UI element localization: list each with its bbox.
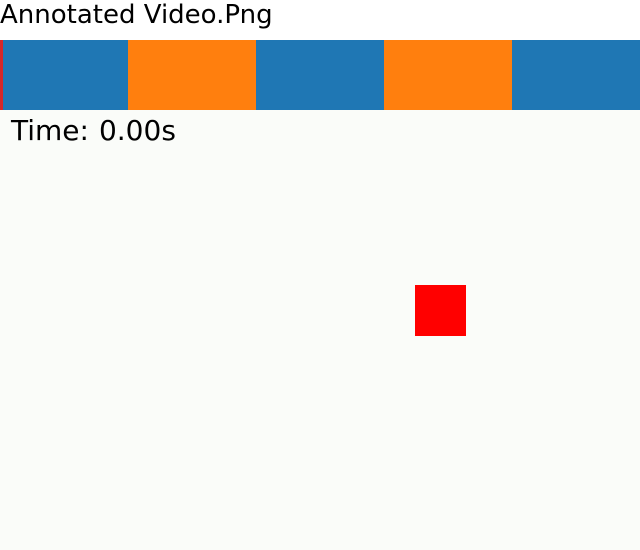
timeline-segment[interactable]: [128, 40, 256, 110]
playhead-marker[interactable]: [0, 40, 3, 110]
timeline-segment[interactable]: [512, 40, 640, 110]
timeline-segment[interactable]: [384, 40, 512, 110]
time-label: Time:: [11, 114, 89, 147]
timeline-bar[interactable]: [0, 40, 640, 110]
time-value: 0.00s: [98, 114, 176, 147]
timeline-segment[interactable]: [256, 40, 384, 110]
time-readout: Time: 0.00s: [11, 114, 176, 147]
red-square-object: [415, 285, 466, 336]
timeline-segment[interactable]: [0, 40, 128, 110]
video-canvas: Time: 0.00s: [0, 110, 640, 550]
window-title: Annotated Video.Png: [0, 0, 273, 30]
